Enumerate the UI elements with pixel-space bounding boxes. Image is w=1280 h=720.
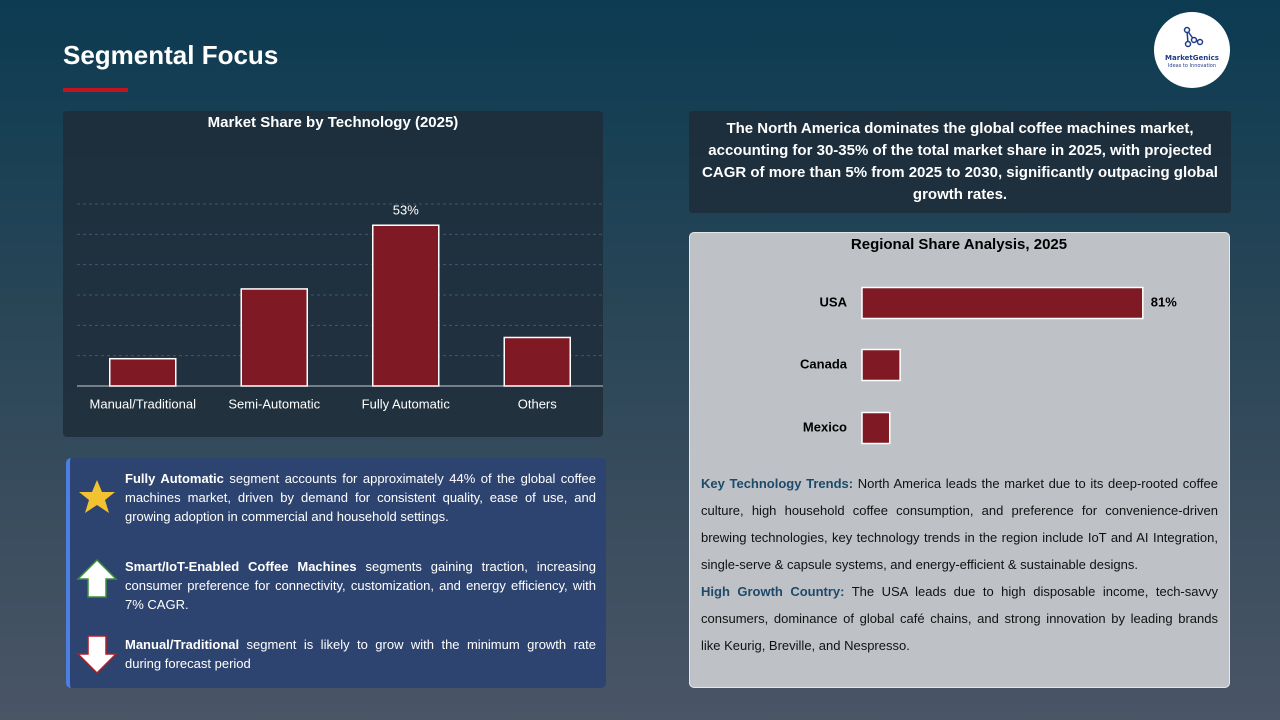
- summary-box: The North America dominates the global c…: [689, 111, 1231, 213]
- y-tick-label: Canada: [800, 356, 848, 371]
- bar: [861, 286, 1144, 320]
- highlight-text: segment is likely to grow with the minim…: [125, 637, 596, 671]
- bar: [861, 411, 891, 445]
- x-tick-label: Manual/Traditional: [90, 396, 197, 411]
- x-tick-label: Others: [518, 396, 558, 411]
- data-label: 53%: [393, 203, 419, 218]
- notes: Key Technology Trends: North America lea…: [701, 470, 1218, 659]
- highlight-bold: Fully Automatic: [125, 471, 224, 486]
- highlight-icons: [76, 480, 118, 675]
- note: Key Technology Trends: North America lea…: [701, 470, 1218, 578]
- chart-title: Market Share by Technology (2025): [208, 114, 459, 131]
- x-tick-label: Semi-Automatic: [228, 396, 320, 411]
- bar: [861, 348, 901, 382]
- highlight: Smart/IoT-Enabled Coffee Machines segmen…: [125, 557, 596, 614]
- highlight: Fully Automatic segment accounts for app…: [125, 469, 596, 526]
- bar: [372, 224, 440, 387]
- chart-title: Regional Share Analysis, 2025: [851, 236, 1067, 253]
- note: High Growth Country: The USA leads due t…: [701, 578, 1218, 659]
- up-arrow-icon: [76, 558, 118, 598]
- y-tick-label: USA: [820, 294, 848, 309]
- bar: [109, 357, 177, 387]
- logo-name: MarketGenics: [1165, 54, 1219, 62]
- data-label: 81%: [1151, 294, 1177, 309]
- down-arrow-icon: [76, 635, 118, 675]
- x-tick-label: Fully Automatic: [362, 396, 451, 411]
- highlight: Manual/Traditional segment is likely to …: [125, 635, 596, 673]
- logo: MarketGenics Ideas to Innovation: [1154, 12, 1230, 88]
- note-text: North America leads the market due to it…: [701, 476, 1218, 572]
- highlights-panel: [66, 458, 606, 688]
- slide-title: Segmental Focus: [63, 40, 279, 70]
- summary-text: The North America dominates the global c…: [702, 120, 1218, 203]
- y-tick-label: Mexico: [803, 419, 847, 434]
- logo-icon: [1183, 26, 1204, 48]
- highlight-text: segment accounts for approximately 44% o…: [125, 471, 596, 524]
- highlight-bold: Smart/IoT-Enabled Coffee Machines: [125, 559, 357, 574]
- highlight-text: segments gaining traction, increasing co…: [125, 559, 597, 612]
- note-label: Key Technology Trends:: [701, 476, 854, 491]
- title-underline: [63, 88, 128, 92]
- star-icon: [79, 480, 115, 513]
- bar: [240, 288, 308, 387]
- highlight-bold: Manual/Traditional: [125, 637, 240, 652]
- bar: [503, 336, 571, 387]
- note-label: High Growth Country:: [701, 584, 845, 599]
- note-text: The USA leads due to high disposable inc…: [701, 584, 1218, 653]
- logo-tagline: Ideas to Innovation: [1167, 63, 1217, 69]
